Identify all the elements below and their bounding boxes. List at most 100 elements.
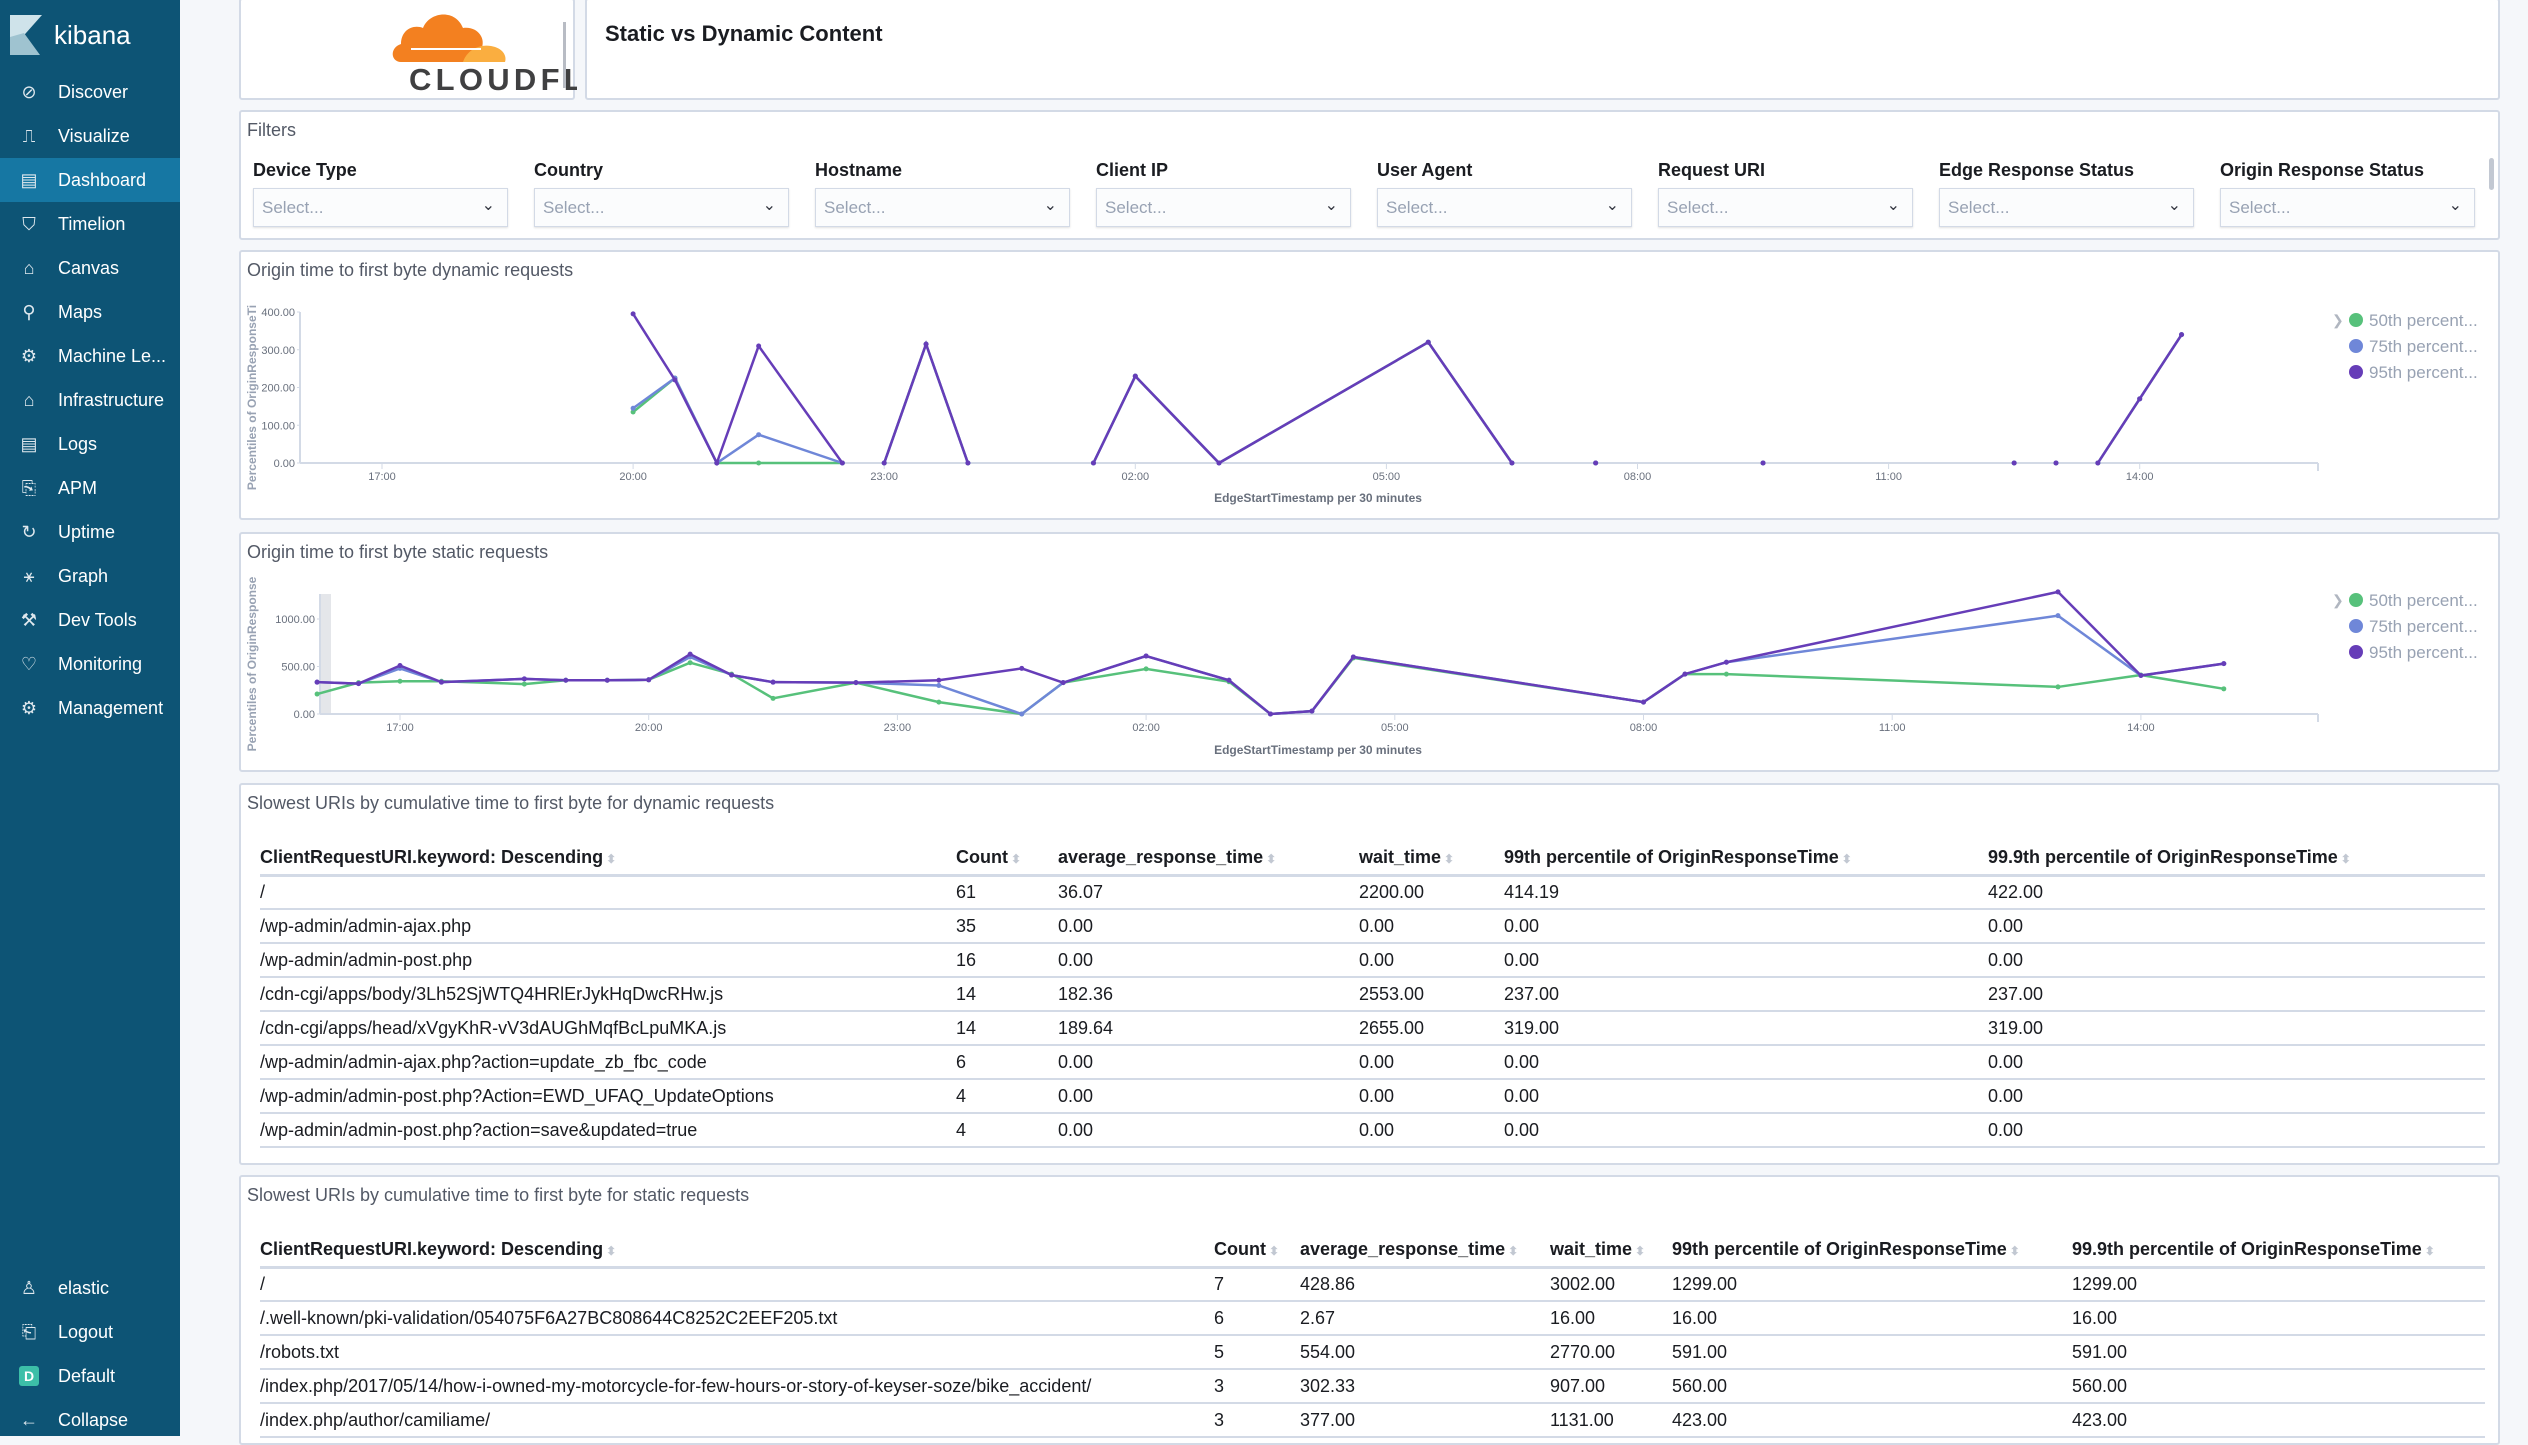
table-cell[interactable]: /.well-known/pki-validation/054075F6A27B… [260,1301,1214,1336]
table-cell: 0.00 [1504,1113,1988,1148]
sidebar-item-graph[interactable]: ⚹ Graph [0,554,180,598]
table-cell[interactable]: /robots.txt [260,1335,1214,1370]
sort-icon[interactable]: ⬍ [1508,1243,1519,1258]
table-cell: 3002.00 [1550,1267,1672,1302]
column-header[interactable]: 99th percentile of OriginResponseTime ⬍ [1504,841,1988,877]
filter-select-country[interactable]: Select... ⌄ [534,188,789,227]
gear-icon: ⚙ [20,697,38,718]
sort-icon[interactable]: ⬍ [1266,851,1277,866]
data-point [1019,665,1025,671]
table-cell[interactable]: /wp-admin/admin-ajax.php?action=update_z… [260,1045,956,1080]
table-cell[interactable]: /wp-admin/admin-post.php [260,943,956,978]
sort-icon[interactable]: ⬍ [1268,1243,1280,1258]
sidebar-item-default[interactable]: D Default [0,1354,180,1398]
table-cell[interactable]: /wp-admin/admin-post.php?action=save&upd… [260,1113,956,1148]
sidebar-item-uptime[interactable]: ↻ Uptime [0,510,180,554]
table-cell: 423.00 [1672,1403,2072,1438]
sidebar-item-canvas[interactable]: ⌂ Canvas [0,246,180,290]
sidebar-item-logs[interactable]: ▤ Logs [0,422,180,466]
sidebar-item-label: Logs [58,433,98,454]
sidebar-item-management[interactable]: ⚙ Management [0,686,180,730]
table-cell[interactable]: /index.php/2017/05/14/how-i-owned-my-mot… [260,1369,1214,1404]
table-cell: 2200.00 [1359,875,1504,910]
sort-icon[interactable]: ⬍ [2424,1243,2435,1258]
column-header[interactable]: 99th percentile of OriginResponseTime ⬍ [1672,1233,2072,1269]
legend-item[interactable]: 95th percent... [2369,643,2478,662]
data-point [687,660,693,666]
filter-select-edge-response-status[interactable]: Select... ⌄ [1939,188,2194,227]
chart-title: Origin time to first byte dynamic reques… [247,260,574,280]
filter-select-client-ip[interactable]: Select... ⌄ [1096,188,1351,227]
sort-icon[interactable]: ⬍ [1635,1243,1646,1258]
filter-select-request-uri[interactable]: Select... ⌄ [1658,188,1913,227]
table-cell: 554.00 [1300,1335,1550,1370]
sidebar-item-label: Graph [58,565,109,586]
table-cell[interactable]: / [260,875,956,910]
sort-icon[interactable]: ⬍ [2009,1243,2020,1258]
filter-select-device-type[interactable]: Select... ⌄ [253,188,508,227]
table-cell: 0.00 [1988,1045,2485,1080]
sidebar-item-dashboard[interactable]: ▤ Dashboard [0,158,180,202]
series-line-100 [1092,340,1513,465]
table-cell[interactable]: /wp-admin/admin-ajax.php [260,909,956,944]
filter-label: User Agent [1377,160,1473,180]
data-point [1019,711,1025,717]
scrollbar[interactable] [2489,158,2494,190]
select-placeholder: Select... [1386,198,1448,217]
column-header[interactable]: average_response_time ⬍ [1058,841,1359,877]
sidebar-item-dev-tools[interactable]: ⚒ Dev Tools [0,598,180,642]
legend-item[interactable]: 95th percent... [2369,363,2478,382]
filter-select-origin-response-status[interactable]: Select... ⌄ [2220,188,2475,227]
sort-icon[interactable]: ⬍ [1010,851,1022,866]
legend-toggle-icon[interactable]: ❯ [2332,592,2344,609]
data-point [630,405,636,411]
column-header[interactable]: 99.9th percentile of OriginResponseTime ⬍ [2072,1233,2485,1269]
legend-item[interactable]: 75th percent... [2369,617,2478,636]
sidebar-item-label: elastic [58,1277,110,1298]
column-header[interactable]: Count ⬍ [1214,1233,1300,1269]
table-cell[interactable]: /index.php/author/camiliame/ [260,1403,1214,1438]
sort-icon[interactable]: ⬍ [1841,851,1852,866]
legend-item[interactable]: 50th percent... [2369,311,2478,330]
column-header[interactable]: average_response_time ⬍ [1300,1233,1550,1269]
legend-item[interactable]: 75th percent... [2369,337,2478,356]
sort-icon[interactable]: ⬍ [606,851,617,866]
kibana-logo[interactable]: kibana [10,12,131,58]
sidebar-item-elastic[interactable]: ♙ elastic [0,1266,180,1310]
data-point [1350,654,1356,660]
sidebar-item-machine-le-[interactable]: ⚙ Machine Le... [0,334,180,378]
column-header[interactable]: 99.9th percentile of OriginResponseTime ⬍ [1988,841,2485,877]
table-row: /index.php/author/camiliame/3 377.00 1131.… [260,1403,2485,1438]
sidebar-item-timelion[interactable]: ⛉ Timelion [0,202,180,246]
filter-select-hostname[interactable]: Select... ⌄ [815,188,1070,227]
column-header[interactable]: ClientRequestURI.keyword: Descending ⬍ [260,1233,1214,1269]
table-cell[interactable]: /wp-admin/admin-post.php?Action=EWD_UFAQ… [260,1079,956,1114]
table-cell: 14 [956,977,1058,1012]
sidebar-item-discover[interactable]: ⊘ Discover [0,70,180,114]
sidebar-item-collapse[interactable]: ← Collapse [0,1398,180,1442]
select-placeholder: Select... [262,198,324,217]
filter-select-user-agent[interactable]: Select... ⌄ [1377,188,1632,227]
line-chart: 0.00 100.00 200.00 300.00 400.00 17:00 20:00 23… [245,305,2478,505]
sidebar-item-logout[interactable]: ⎗ Logout [0,1310,180,1354]
legend-toggle-icon[interactable]: ❯ [2332,312,2344,329]
column-header[interactable]: wait_time ⬍ [1359,841,1504,877]
table-cell[interactable]: /cdn-cgi/apps/head/xVgyKhR-vV3dAUGhMqfBc… [260,1011,956,1046]
sidebar-item-visualize[interactable]: ⎍ Visualize [0,114,180,158]
sort-icon[interactable]: ⬍ [606,1243,617,1258]
sidebar-item-maps[interactable]: ⚲ Maps [0,290,180,334]
monitoring-icon: ♡ [20,653,38,674]
table-cell[interactable]: / [260,1267,1214,1302]
column-header[interactable]: ClientRequestURI.keyword: Descending ⬍ [260,841,956,877]
sort-icon[interactable]: ⬍ [2340,851,2351,866]
column-header[interactable]: Count ⬍ [956,841,1058,877]
legend-item[interactable]: 50th percent... [2369,591,2478,610]
table-row: /wp-admin/admin-ajax.php 35 0.00 0.00 0.00 0.… [260,909,2485,944]
column-header[interactable]: wait_time ⬍ [1550,1233,1672,1269]
sidebar-item-apm[interactable]: ⎘ APM [0,466,180,510]
table-cell[interactable]: /cdn-cgi/apps/body/3Lh52SjWTQ4HRlErJykHq… [260,977,956,1012]
sidebar-item-monitoring[interactable]: ♡ Monitoring [0,642,180,686]
sidebar-item-infrastructure[interactable]: ⌂ Infrastructure [0,378,180,422]
y-tick-label: 500.00 [281,662,315,674]
sort-icon[interactable]: ⬍ [1444,851,1455,866]
